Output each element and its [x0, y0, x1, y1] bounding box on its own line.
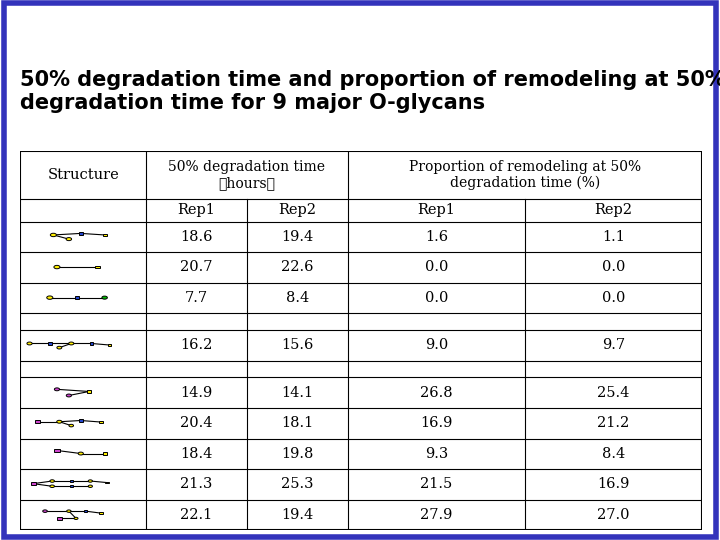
- Text: 8.4: 8.4: [286, 291, 309, 305]
- Text: 21.5: 21.5: [420, 477, 452, 491]
- Circle shape: [42, 510, 48, 512]
- Circle shape: [67, 510, 71, 512]
- Text: 14.9: 14.9: [181, 386, 212, 400]
- Circle shape: [68, 342, 74, 345]
- Text: 26.8: 26.8: [420, 386, 453, 400]
- Text: 22.6: 22.6: [281, 260, 314, 274]
- Text: 20.7: 20.7: [180, 260, 213, 274]
- Circle shape: [50, 480, 55, 482]
- Circle shape: [88, 480, 92, 482]
- Circle shape: [74, 517, 78, 519]
- Bar: [70, 480, 73, 482]
- Circle shape: [66, 238, 71, 241]
- Text: 25.4: 25.4: [598, 386, 629, 400]
- Circle shape: [54, 265, 60, 269]
- Text: 8.4: 8.4: [602, 447, 625, 461]
- Circle shape: [102, 296, 107, 299]
- Text: 27.9: 27.9: [420, 508, 453, 522]
- Text: 19.4: 19.4: [282, 230, 313, 244]
- Text: 0.0: 0.0: [425, 260, 448, 274]
- Bar: [78, 420, 83, 422]
- Bar: [105, 482, 109, 483]
- Bar: [95, 266, 99, 268]
- Text: 50% degradation time
（hours）: 50% degradation time （hours）: [168, 160, 325, 190]
- Text: Rep2: Rep2: [595, 203, 632, 217]
- Text: 18.1: 18.1: [282, 416, 313, 430]
- Circle shape: [50, 485, 55, 488]
- Bar: [107, 344, 111, 346]
- Circle shape: [54, 388, 60, 391]
- Bar: [87, 390, 91, 393]
- Text: 50% degradation time and proportion of remodeling at 50%
degradation time for 9 : 50% degradation time and proportion of r…: [20, 70, 720, 113]
- Bar: [99, 512, 103, 514]
- Text: Rep1: Rep1: [418, 203, 455, 217]
- Text: 9.0: 9.0: [425, 339, 448, 352]
- Bar: [70, 485, 73, 487]
- Text: Proportion of remodeling at 50%
degradation time (%): Proportion of remodeling at 50% degradat…: [409, 159, 641, 190]
- Text: Rep1: Rep1: [178, 203, 215, 217]
- Circle shape: [88, 485, 92, 488]
- Text: 0.0: 0.0: [602, 260, 625, 274]
- Circle shape: [78, 452, 84, 455]
- Text: 16.2: 16.2: [181, 339, 213, 352]
- Bar: [102, 234, 107, 236]
- Text: 18.4: 18.4: [181, 447, 213, 461]
- Text: Rep2: Rep2: [279, 203, 316, 217]
- Text: 15.6: 15.6: [282, 339, 314, 352]
- Text: 14.1: 14.1: [282, 386, 313, 400]
- Text: 0.0: 0.0: [425, 291, 448, 305]
- Text: 20.4: 20.4: [180, 416, 213, 430]
- Bar: [48, 342, 52, 345]
- Text: 16.9: 16.9: [420, 416, 453, 430]
- Circle shape: [50, 233, 56, 237]
- Text: 9.7: 9.7: [602, 339, 625, 352]
- Text: 27.0: 27.0: [597, 508, 630, 522]
- Text: 9.3: 9.3: [425, 447, 448, 461]
- Text: 19.4: 19.4: [282, 508, 313, 522]
- Text: 18.6: 18.6: [180, 230, 213, 244]
- Text: 0.0: 0.0: [602, 291, 625, 305]
- Text: 21.2: 21.2: [598, 416, 629, 430]
- Text: 22.1: 22.1: [181, 508, 212, 522]
- Bar: [78, 232, 83, 234]
- Circle shape: [57, 420, 62, 423]
- Text: 1.6: 1.6: [425, 230, 448, 244]
- Text: Structure: Structure: [48, 168, 119, 182]
- Circle shape: [69, 424, 73, 427]
- Bar: [103, 453, 107, 455]
- Text: 1.1: 1.1: [602, 230, 625, 244]
- Circle shape: [66, 394, 71, 397]
- Text: 7.7: 7.7: [185, 291, 208, 305]
- Circle shape: [57, 346, 62, 349]
- Bar: [99, 421, 103, 423]
- Text: 19.8: 19.8: [282, 447, 314, 461]
- Bar: [89, 342, 94, 345]
- Text: 25.3: 25.3: [281, 477, 314, 491]
- Circle shape: [47, 296, 53, 299]
- Bar: [84, 510, 87, 512]
- Circle shape: [27, 342, 32, 345]
- Text: 16.9: 16.9: [598, 477, 629, 491]
- Bar: [75, 296, 79, 299]
- Text: 21.3: 21.3: [181, 477, 213, 491]
